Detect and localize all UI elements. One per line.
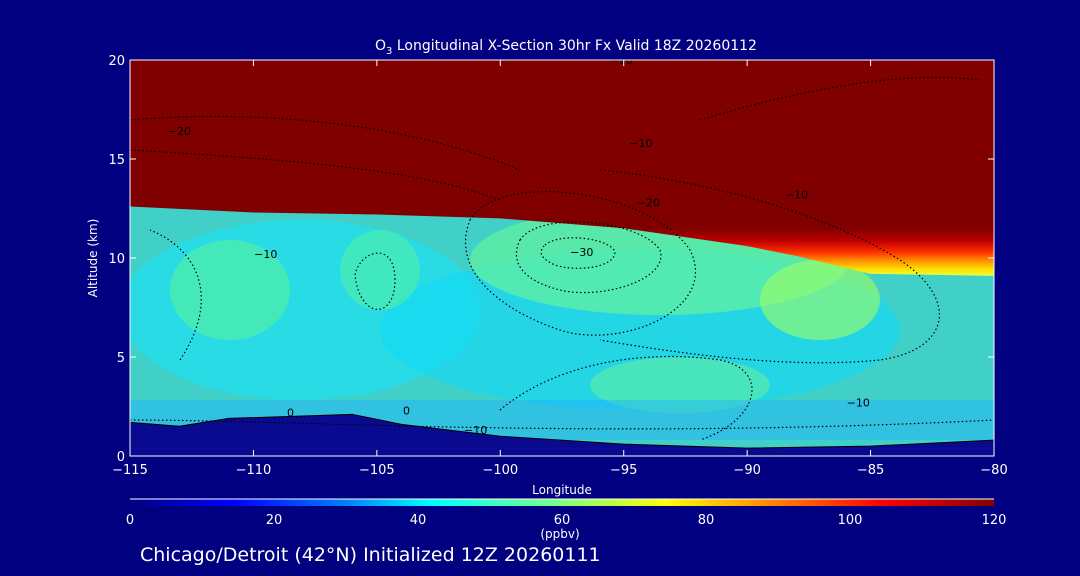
contour-value-label: −10	[629, 137, 652, 150]
contour-line	[130, 419, 994, 430]
contour-line	[599, 169, 940, 364]
contour-value-label: 0	[287, 406, 294, 419]
colorbar	[130, 499, 994, 506]
x-tick-label: −105	[359, 463, 395, 478]
chart-title: O3 Longitudinal X-Section 30hr Fx Valid …	[375, 38, 757, 57]
contour-value-label: −10	[254, 248, 277, 261]
contour-value-label: −10	[847, 397, 870, 410]
y-axis: 0 5 10 15 20	[108, 54, 994, 465]
contour-line	[540, 237, 616, 269]
contour-value-label: −10	[464, 424, 487, 437]
x-tick-label: −100	[482, 463, 518, 478]
colorbar-tick-label: 20	[266, 513, 283, 528]
colorbar-tick-label: 60	[554, 513, 571, 528]
y-axis-label: Altitude (km)	[86, 219, 100, 298]
contour-value-label: 0	[1010, 428, 1017, 441]
contour-line	[499, 355, 753, 441]
colorbar-ticks: 0 20 40 60 80 100 120	[126, 513, 1007, 528]
contour-line	[699, 76, 981, 121]
colorbar-tick-label: 0	[126, 513, 134, 528]
contour-value-label: −20	[637, 197, 660, 210]
plot-area: −20 −10 −30 −20 −10 −10 −10 −10 0 0 0 −10	[130, 54, 1017, 456]
x-axis-label: Longitude	[532, 483, 592, 497]
colorbar-tick-label: 100	[838, 513, 863, 528]
x-tick-label: −115	[112, 463, 148, 478]
colorbar-tick-label: 120	[982, 513, 1007, 528]
y-tick-label: 0	[117, 450, 125, 465]
contour-labels: −20 −10 −30 −20 −10 −10 −10 −10 0 0 0 −10	[168, 54, 1017, 441]
contour-value-label: −10	[610, 54, 633, 67]
contour-value-label: −10	[785, 189, 808, 202]
y-tick-label: 15	[108, 153, 125, 168]
y-tick-label: 5	[117, 351, 125, 366]
x-tick-label: −85	[857, 463, 884, 478]
contour-value-label: −30	[570, 246, 593, 259]
green-patch-mid	[340, 230, 420, 310]
contour-line	[354, 252, 396, 310]
contour-value-label: 0	[403, 404, 410, 417]
x-tick-label: −95	[610, 463, 637, 478]
y-tick-label: 10	[108, 252, 125, 267]
green-patch-lower	[590, 357, 770, 413]
x-tick-label: −80	[980, 463, 1007, 478]
footer-initialization-text: Chicago/Detroit (42°N) Initialized 12Z 2…	[140, 544, 601, 566]
x-tick-label: −90	[733, 463, 760, 478]
stratospheric-ozone-region	[130, 60, 994, 276]
colorbar-tick-label: 80	[698, 513, 715, 528]
colorbar-tick-label: 40	[410, 513, 427, 528]
yellowgreen-patch-east	[760, 260, 880, 340]
x-tick-label: −110	[236, 463, 272, 478]
y-tick-label: 20	[108, 54, 125, 69]
contour-value-label: −20	[168, 125, 191, 138]
difference-contours	[130, 76, 994, 441]
x-axis: −115 −110 −105 −100 −95 −90 −85 −80	[112, 60, 1008, 478]
contour-line	[130, 149, 501, 201]
contour-line	[515, 221, 662, 294]
colorbar-unit-label: (ppbv)	[540, 527, 579, 541]
contour-line	[149, 229, 202, 361]
